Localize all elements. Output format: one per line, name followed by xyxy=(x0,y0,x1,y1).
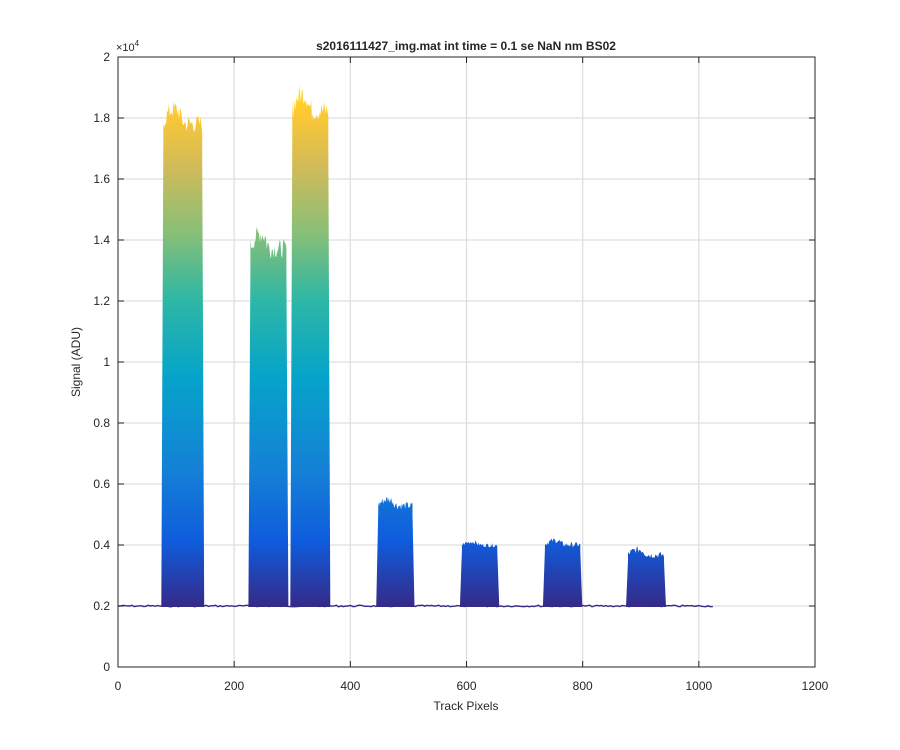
signal-peak xyxy=(290,85,331,607)
signal-peak xyxy=(459,540,500,607)
y-tick-label: 1 xyxy=(103,355,110,369)
grid-lines xyxy=(118,57,815,667)
signal-peak xyxy=(542,538,583,607)
y-tick-label: 1.4 xyxy=(93,233,110,247)
y-tick-label: 0.2 xyxy=(93,599,110,613)
x-tick-label: 200 xyxy=(224,679,244,693)
y-axis-label: Signal (ADU) xyxy=(69,327,83,397)
y-tick-label: 0.6 xyxy=(93,477,110,491)
signal-series xyxy=(118,85,713,608)
x-tick-label: 0 xyxy=(115,679,122,693)
signal-peak xyxy=(248,227,289,607)
y-tick-label: 0 xyxy=(103,660,110,674)
y-exponent-label: ×104 xyxy=(116,39,140,54)
x-tick-label: 800 xyxy=(573,679,593,693)
y-tick-label: 0.8 xyxy=(93,416,110,430)
y-tick-label: 1.2 xyxy=(93,294,110,308)
x-tick-label: 400 xyxy=(340,679,360,693)
signal-peak xyxy=(161,100,205,608)
signal-peak xyxy=(626,546,666,607)
x-axis: 0 200 400 600 800 1000 1200 xyxy=(115,57,829,693)
x-tick-label: 1200 xyxy=(802,679,829,693)
y-tick-label: 1.8 xyxy=(93,111,110,125)
y-tick-label: 1.6 xyxy=(93,172,110,186)
y-axis: 0 0.2 0.4 0.6 0.8 1 1.2 1.4 1.6 1.8 2 xyxy=(93,50,815,674)
x-tick-label: 600 xyxy=(456,679,476,693)
y-tick-label: 2 xyxy=(103,50,110,64)
signal-peak xyxy=(376,497,415,607)
baseline-trace xyxy=(118,604,713,608)
chart-title: s2016111427_img.mat int time = 0.1 se Na… xyxy=(316,39,616,53)
x-tick-label: 1000 xyxy=(685,679,712,693)
x-axis-label: Track Pixels xyxy=(434,699,499,713)
y-tick-label: 0.4 xyxy=(93,538,110,552)
